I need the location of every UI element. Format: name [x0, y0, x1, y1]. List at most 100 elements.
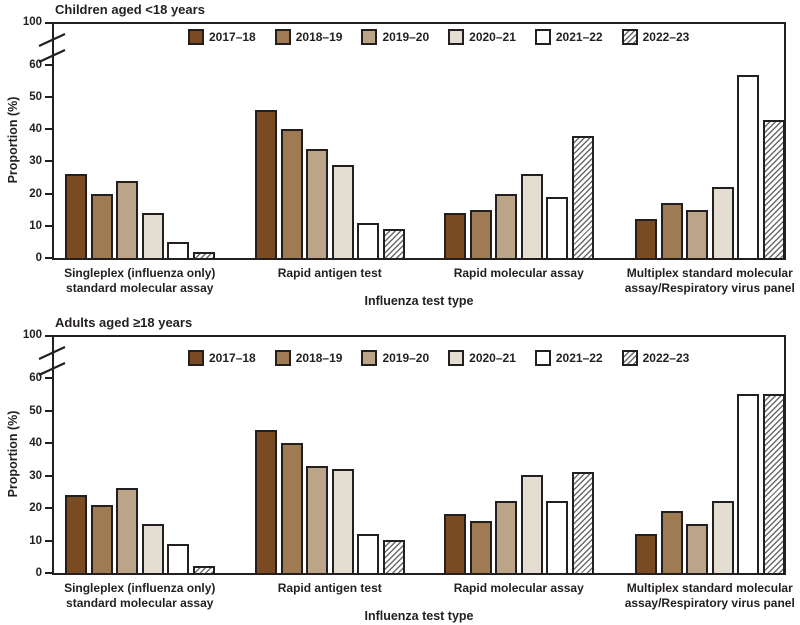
bar-2018-19 — [281, 443, 303, 573]
bar-2017-18 — [65, 174, 87, 258]
bar-2021-22 — [357, 223, 379, 258]
legend-item: 2020–21 — [448, 350, 516, 366]
legend-item: 2022–23 — [621, 29, 690, 45]
bar-2017-18 — [65, 495, 87, 573]
legend-swatch-solid — [361, 29, 378, 45]
chart-title: Adults aged ≥18 years — [55, 315, 193, 330]
y-tick — [45, 128, 52, 131]
bar-2018-19 — [661, 203, 683, 258]
legend-item: 2017–18 — [188, 350, 256, 366]
y-tick-label: 30 — [29, 469, 42, 482]
category-label-line: assay/Respiratory virus panel — [624, 596, 795, 610]
category-label-line: Rapid antigen test — [277, 581, 382, 595]
axis-break-icon — [38, 30, 66, 64]
category-label: Rapid molecular assay — [404, 581, 634, 596]
bar-2019-20 — [306, 466, 328, 573]
bar-2021-22 — [357, 534, 379, 573]
y-tick-label: 60 — [29, 58, 42, 71]
y-tick-label: 100 — [22, 329, 42, 341]
legend-swatch-solid — [448, 350, 465, 366]
category-label-line: Rapid molecular assay — [453, 266, 584, 280]
legend-item: 2021–22 — [534, 29, 603, 45]
y-tick-label: 40 — [29, 123, 42, 136]
legend-swatch-solid — [274, 29, 291, 45]
y-tick-label: 30 — [29, 155, 42, 168]
x-axis-title: Influenza test type — [364, 294, 474, 308]
y-tick-label: 20 — [29, 187, 42, 200]
legend-label: 2020–21 — [469, 351, 516, 365]
category-label-line: standard molecular assay — [66, 281, 214, 295]
legend-label: 2021–22 — [555, 351, 603, 365]
bar-2021-22 — [737, 394, 759, 573]
bar-2019-20 — [116, 181, 138, 258]
bar-2018-19 — [470, 521, 492, 573]
y-tick — [45, 257, 52, 259]
y-tick — [45, 377, 52, 379]
legend-item: 2018–19 — [274, 29, 343, 45]
y-tick — [45, 474, 52, 477]
bar-2022-23 — [383, 229, 405, 258]
legend-label: 2019–20 — [382, 30, 430, 44]
y-tick — [45, 539, 52, 542]
x-axis-title: Influenza test type — [364, 609, 474, 623]
legend-label: 2021–22 — [555, 30, 603, 44]
y-tick — [45, 507, 52, 509]
bar-2022-23 — [572, 136, 594, 258]
category-label-line: Singleplex (influenza only) — [64, 581, 216, 595]
legend: 2017–18 2018–19 2019–20 2020–21 2021–22 2022–… — [188, 350, 689, 366]
bar-2020-21 — [521, 475, 543, 573]
legend-item: 2021–22 — [534, 350, 603, 366]
bar-2019-20 — [686, 524, 708, 573]
legend-label: 2018–19 — [295, 30, 343, 44]
y-tick — [45, 572, 52, 574]
bar-2019-20 — [495, 501, 517, 573]
bar-2020-21 — [142, 524, 164, 573]
bar-2020-21 — [712, 501, 734, 573]
bar-2020-21 — [521, 174, 543, 258]
y-tick-label: 20 — [29, 502, 42, 514]
bar-2017-18 — [255, 110, 277, 258]
bar-2021-22 — [546, 197, 568, 258]
bar-2018-19 — [281, 129, 303, 258]
legend-item: 2019–20 — [361, 350, 429, 366]
y-tick-label: 100 — [22, 16, 42, 28]
adults-chart-panel: Adults aged ≥18 years Proportion (%) Inf… — [0, 313, 800, 625]
legend: 2017–18 2018–19 2019–20 2020–21 2021–22 2022–… — [188, 29, 689, 45]
legend-label: 2022–23 — [642, 30, 690, 44]
bar-2017-18 — [444, 514, 466, 573]
bar-2017-18 — [444, 213, 466, 258]
y-tick — [45, 442, 52, 444]
bar-2019-20 — [116, 488, 138, 573]
y-tick — [45, 224, 52, 227]
legend-label: 2020–21 — [469, 30, 516, 44]
category-label: Singleplex (influenza only) standard mole… — [25, 581, 255, 611]
legend-swatch-solid — [534, 29, 551, 45]
bar-2019-20 — [306, 149, 328, 258]
bar-2021-22 — [737, 75, 759, 258]
bar-2017-18 — [635, 534, 657, 573]
bar-2019-20 — [495, 194, 517, 258]
children-chart-panel: Children aged <18 years Proportion (%) I… — [6, 2, 795, 308]
bar-2019-20 — [686, 210, 708, 258]
bar-2022-23 — [763, 394, 785, 573]
bar-2018-19 — [470, 210, 492, 258]
y-tick — [45, 63, 52, 66]
legend-label: 2022–23 — [642, 351, 690, 365]
y-tick — [45, 335, 52, 337]
bar-2018-19 — [91, 505, 113, 573]
y-tick-label: 10 — [29, 534, 42, 547]
legend-label: 2019–20 — [382, 351, 430, 365]
category-label: Rapid molecular assay — [404, 266, 634, 281]
bar-2017-18 — [255, 430, 277, 573]
category-label-line: Rapid antigen test — [277, 266, 382, 280]
legend-item: 2017–18 — [188, 29, 256, 45]
category-label: Multiplex standard molecular assay/Respir… — [595, 581, 800, 611]
legend-swatch-hatch — [621, 350, 638, 366]
y-tick — [45, 22, 52, 24]
y-tick — [45, 409, 52, 412]
y-tick-label: 10 — [29, 219, 42, 232]
plot-area — [52, 22, 786, 260]
category-label-line: Multiplex standard molecular — [626, 581, 793, 595]
y-tick — [45, 96, 52, 99]
